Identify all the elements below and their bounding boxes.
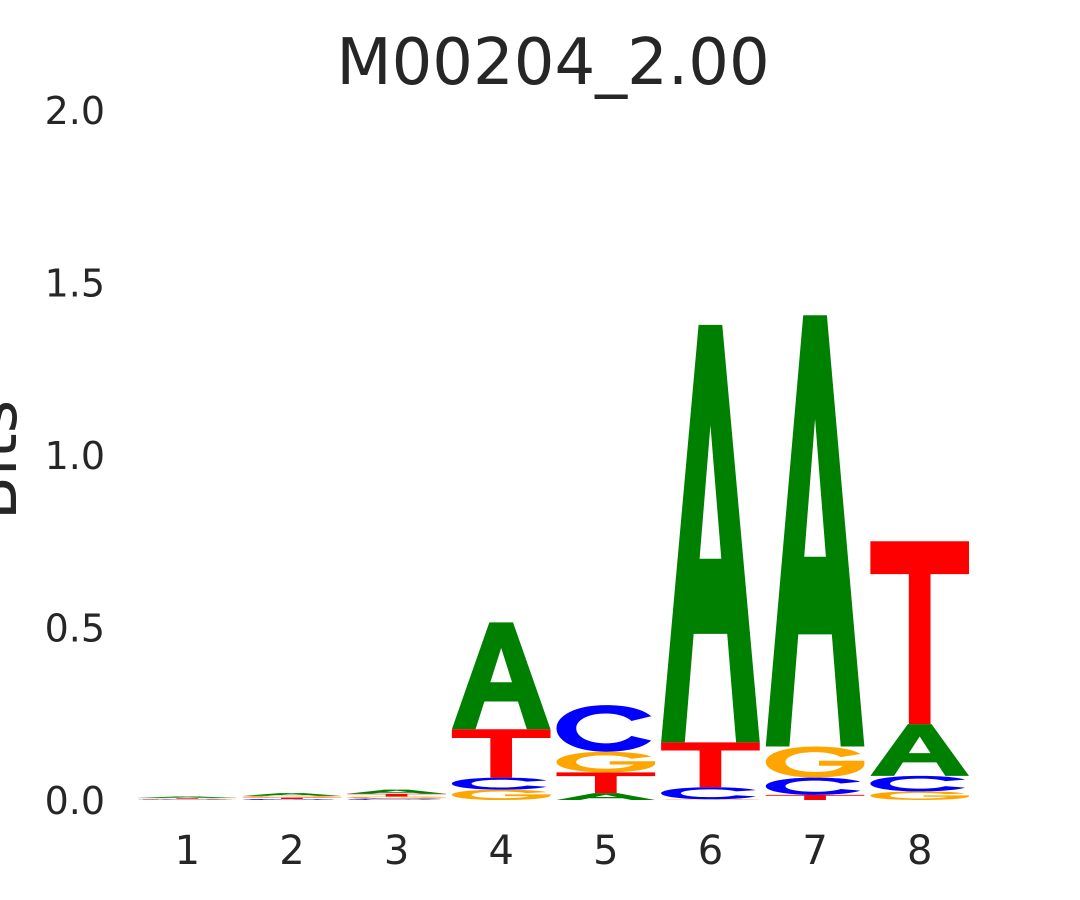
logo-letter-t xyxy=(347,793,446,797)
x-tick-label: 7 xyxy=(802,828,827,874)
logo-letter-g xyxy=(661,799,760,800)
logo-letter-a xyxy=(765,315,865,747)
logo-letter-a xyxy=(138,796,237,798)
x-tick-label: 4 xyxy=(488,828,513,874)
logo-letter-a xyxy=(451,622,551,730)
logo-letter-c xyxy=(242,798,338,800)
x-tick-label: 6 xyxy=(698,828,723,874)
x-tick-label: 1 xyxy=(175,828,200,874)
logo-letter-t xyxy=(661,742,760,788)
chart-title: M00204_2.00 xyxy=(336,26,769,100)
logo-letter-g xyxy=(870,791,969,800)
x-tick-label: 8 xyxy=(907,828,932,874)
logo-letter-t xyxy=(765,794,865,800)
logo-letter-c xyxy=(765,777,861,795)
logo-letter-t xyxy=(138,797,237,799)
logo-letter-t xyxy=(556,772,656,794)
logo-letter-g xyxy=(556,751,656,773)
logo-letter-g xyxy=(765,746,865,778)
logo-letter-a xyxy=(242,793,342,796)
y-tick-label: 1.5 xyxy=(45,262,105,306)
y-tick-label: 0.5 xyxy=(45,607,105,651)
logo-letter-t xyxy=(451,729,551,778)
logo-letter-c xyxy=(138,799,233,800)
logo-letter-a xyxy=(870,724,969,776)
y-tick-label: 0.0 xyxy=(45,779,105,823)
logo-letter-c xyxy=(661,787,756,800)
logo-letter-g xyxy=(347,796,446,799)
y-tick-label: 1.0 xyxy=(45,434,105,478)
logo-letter-g xyxy=(451,789,551,800)
logo-letter-g xyxy=(138,798,237,800)
logo-stacks xyxy=(138,315,969,800)
logo-letter-c xyxy=(347,798,442,800)
logo-letter-c xyxy=(556,705,652,752)
logo-letter-c xyxy=(870,775,966,792)
y-axis-ticks: 0.0 0.5 1.0 1.5 2.0 xyxy=(45,89,105,823)
logo-letter-t xyxy=(242,797,342,799)
x-axis-ticks: 1 2 3 4 5 6 7 8 xyxy=(175,828,933,874)
logo-letter-a xyxy=(661,324,760,743)
x-tick-label: 5 xyxy=(593,828,618,874)
logo-letter-g xyxy=(242,795,342,798)
logo-letter-a xyxy=(556,793,656,800)
logo-letter-a xyxy=(347,789,446,794)
y-axis-label: Bits xyxy=(0,400,32,520)
logo-letter-t xyxy=(870,541,969,725)
x-tick-label: 2 xyxy=(279,828,304,874)
x-tick-label: 3 xyxy=(384,828,409,874)
y-tick-label: 2.0 xyxy=(45,89,105,133)
logo-letter-c xyxy=(451,777,547,790)
